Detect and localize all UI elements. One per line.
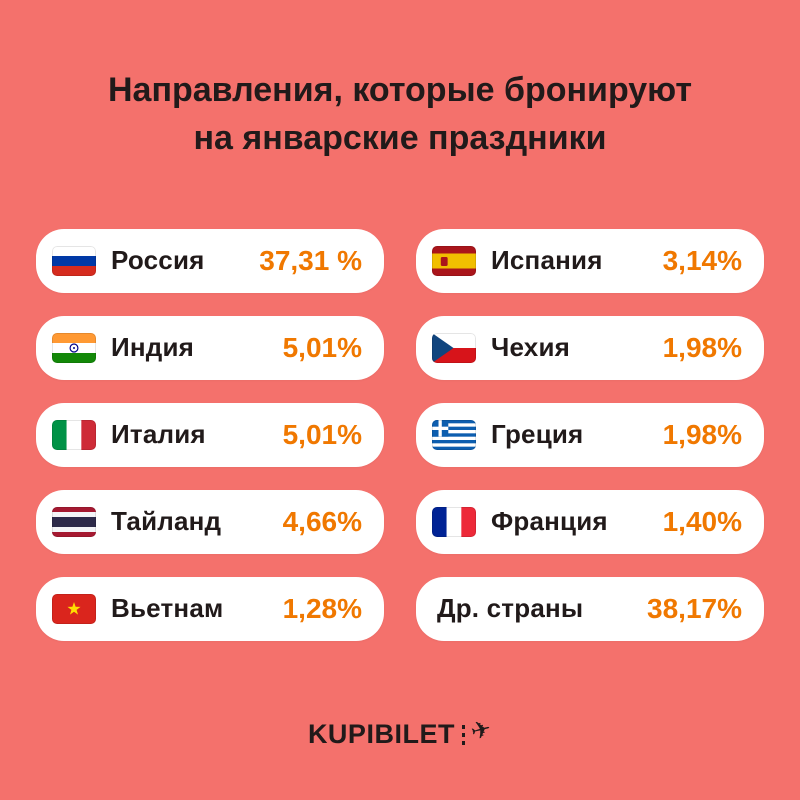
country-card-thailand: Тайланд 4,66% — [36, 489, 384, 554]
country-percent: 5,01% — [282, 331, 362, 363]
country-name: Др. страны — [437, 593, 584, 624]
logo-text: KUPIBILET — [307, 719, 455, 749]
kupibilet-logo: KUPIBILET ✈ — [0, 715, 800, 750]
country-name: Чехия — [491, 332, 570, 363]
flag-russia-icon — [52, 245, 96, 276]
title-line-1: Направления, которые бронируют — [107, 71, 693, 109]
flag-france-icon — [432, 506, 476, 537]
country-card-other: Др. страны 38,17% — [416, 576, 764, 641]
page-title: Направления, которые бронируют на январс… — [0, 0, 800, 163]
country-percent: 1,98% — [662, 331, 742, 363]
country-card-russia: Россия 37,31 % — [36, 228, 384, 293]
country-card-france: Франция 1,40% — [416, 489, 764, 554]
country-list: Россия 37,31 % Индия 5,01% Италия 5,01% — [0, 228, 800, 641]
country-percent: 37,31 % — [259, 244, 362, 276]
flag-italy-icon — [52, 419, 96, 450]
country-name: Индия — [111, 332, 195, 363]
country-card-vietnam: Вьетнам 1,28% — [36, 576, 384, 641]
country-percent: 5,01% — [282, 418, 362, 450]
country-percent: 3,14% — [662, 244, 742, 276]
title-line-2: на январские праздники — [193, 119, 607, 158]
flag-india-icon — [52, 332, 96, 363]
flag-spain-icon — [432, 245, 476, 276]
flag-thailand-icon — [52, 506, 96, 537]
country-percent: 1,28% — [282, 592, 362, 624]
country-name: Вьетнам — [111, 593, 224, 624]
country-name: Италия — [111, 419, 206, 450]
right-column: Испания 3,14% Чехия 1,98% Греция 1,98% — [416, 228, 764, 641]
logo-separator-dashes — [461, 724, 465, 745]
country-name: Греция — [491, 419, 584, 450]
country-name: Франция — [491, 506, 608, 537]
country-percent: 4,66% — [282, 505, 362, 537]
country-card-spain: Испания 3,14% — [416, 228, 764, 293]
country-card-czechia: Чехия 1,98% — [416, 315, 764, 380]
airplane-icon: ✈ — [468, 715, 495, 747]
flag-czech-icon — [432, 332, 476, 363]
country-name: Россия — [111, 245, 205, 276]
flag-greece-icon — [432, 419, 476, 450]
country-name: Тайланд — [111, 506, 222, 537]
country-card-italy: Италия 5,01% — [36, 402, 384, 467]
country-card-india: Индия 5,01% — [36, 315, 384, 380]
country-percent: 38,17% — [647, 592, 742, 624]
flag-vietnam-icon — [52, 593, 96, 624]
country-card-greece: Греция 1,98% — [416, 402, 764, 467]
country-percent: 1,40% — [662, 505, 742, 537]
country-percent: 1,98% — [662, 418, 742, 450]
left-column: Россия 37,31 % Индия 5,01% Италия 5,01% — [36, 228, 384, 641]
country-name: Испания — [491, 245, 603, 276]
